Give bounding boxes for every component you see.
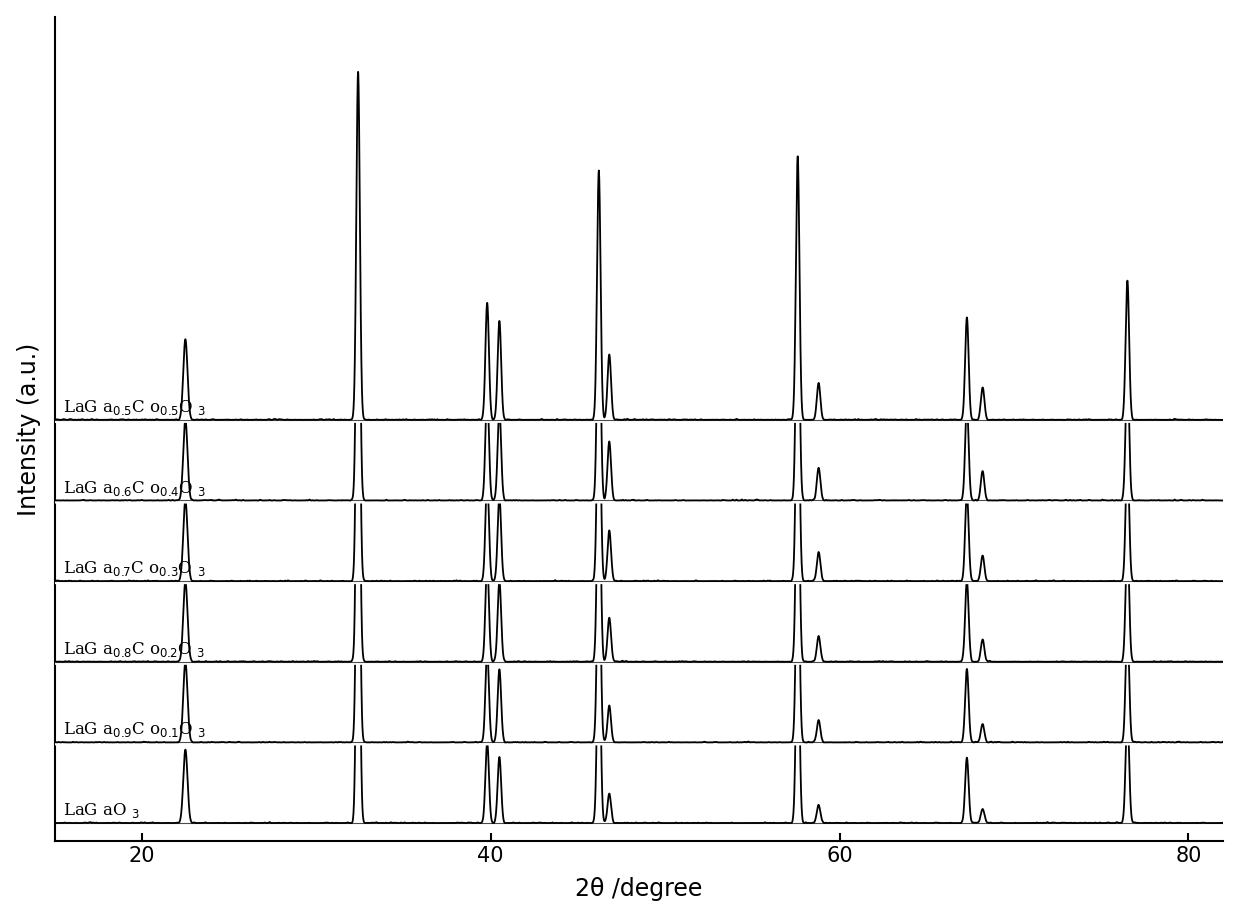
Text: LaG a$_{0.7}$C o$_{0.3}$O $_{3}$: LaG a$_{0.7}$C o$_{0.3}$O $_{3}$	[63, 559, 206, 578]
Text: LaG a$_{0.9}$C o$_{0.1}$O $_{3}$: LaG a$_{0.9}$C o$_{0.1}$O $_{3}$	[63, 721, 207, 740]
Text: LaG a$_{0.5}$C o$_{0.5}$O $_{3}$: LaG a$_{0.5}$C o$_{0.5}$O $_{3}$	[63, 397, 207, 417]
Text: LaG aO $_{3}$: LaG aO $_{3}$	[63, 801, 140, 820]
Text: LaG a$_{0.8}$C o$_{0.2}$O $_{3}$: LaG a$_{0.8}$C o$_{0.2}$O $_{3}$	[63, 640, 206, 659]
Text: LaG a$_{0.6}$C o$_{0.4}$O $_{3}$: LaG a$_{0.6}$C o$_{0.4}$O $_{3}$	[63, 478, 207, 498]
Y-axis label: Intensity (a.u.): Intensity (a.u.)	[16, 342, 41, 516]
X-axis label: 2θ /degree: 2θ /degree	[575, 878, 703, 901]
